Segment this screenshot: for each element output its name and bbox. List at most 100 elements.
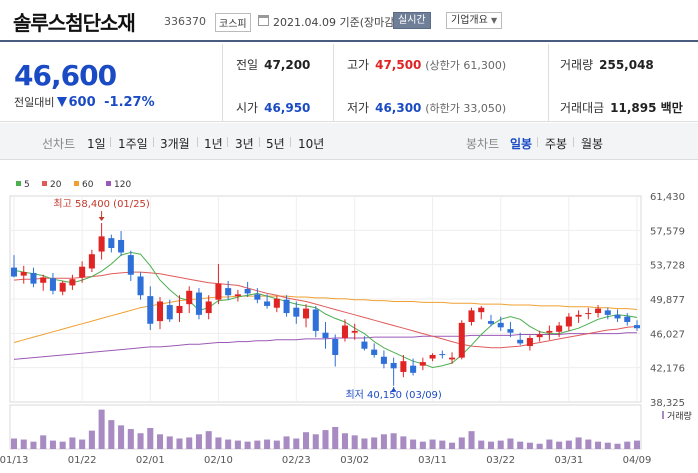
y-tick-label: 42,176 [650,364,685,375]
volume-bar [633,440,641,449]
tab-1week[interactable]: 1주일 [118,137,148,151]
volume-bar [88,430,95,449]
candle-body [127,255,134,275]
y-tick-label: 61,430 [650,192,685,203]
candle-body [293,307,300,317]
tab-daily[interactable]: 일봉 [510,137,533,151]
tab-1year[interactable]: 1년 [204,137,223,151]
candle-body [410,365,417,373]
candle-body [487,321,495,324]
volume-bar [614,443,621,449]
amount-value: 11,895 백만 [610,101,683,115]
tab-3year[interactable]: 3년 [235,137,254,151]
high-label: 고가 [347,58,370,72]
candle-body [30,272,37,284]
candle-body [147,296,154,324]
volume-bar [400,436,407,449]
moving-average-lines [13,251,638,369]
candle-body [595,308,602,314]
candle-body [137,276,144,296]
base-date: 2021.04.09 기준(장마감) [273,16,399,29]
tab-monthly[interactable]: 월봉 [581,137,604,151]
x-tick-label: 02/23 [282,455,311,466]
legend-swatch-60 [74,181,79,186]
volume-value: 255,048 [599,58,654,72]
candle-body [69,279,76,286]
grid-lines [10,196,641,402]
tab-5year[interactable]: 5년 [266,137,285,151]
volume-bar [118,425,125,449]
realtime-button[interactable]: 실시간 [393,12,431,29]
tab-3month[interactable]: 3개월 [160,137,190,151]
tab-10year[interactable]: 10년 [298,137,325,151]
x-tick-label: 02/01 [136,455,165,466]
prev-close: 전일 47,200 [236,56,310,73]
amount-label: 거래대금 [560,101,605,115]
tab-divider [110,137,111,147]
open-value: 46,950 [264,101,311,115]
chart-annotations: 최고 58,400 (01/25) 최저 40,150 (03/09) [53,198,441,401]
tab-1day[interactable]: 1일 [87,137,106,151]
tab-divider [290,137,291,147]
stock-name: 솔루스첨단소재 [13,11,136,35]
volume: 거래량 255,048 [560,56,654,73]
y-tick-label: 49,877 [650,295,685,306]
candle-body [429,354,436,359]
candle-body [273,298,280,308]
price-panel: 46,600 전일대비 600 -1.27% 전일 47,200 고가 47,500 … [0,44,698,122]
tab-divider [197,137,198,147]
candle-body [244,288,251,294]
legend-label-60: 60 [82,180,94,190]
min-arrow-head [390,387,397,392]
x-axis-ticks: 01/13 01/22 02/01 02/10 02/23 03/02 03/11 03/22… [0,455,651,466]
candle-body [507,329,514,333]
candle-body [380,356,387,364]
candle-body [10,267,18,277]
stock-chart[interactable]: 5 20 60 120 61,430 57,579 53,728 49,877 46,027 4… [0,172,698,473]
y-tick-label: 38,325 [650,398,685,409]
volume-bar [79,439,86,449]
x-tick-label: 01/13 [0,455,28,466]
tab-weekly[interactable]: 주봉 [545,137,568,151]
candle-body [439,354,446,356]
y-tick-label: 57,579 [650,226,685,237]
volume-bar [371,437,378,449]
volume-bar [186,437,193,449]
divider [222,44,223,121]
upper-limit: (상한가 61,300) [425,59,507,72]
prev-close-value: 47,200 [264,58,311,72]
candle-body [556,325,563,332]
volume-legend-swatch [662,411,664,419]
volume-bar [585,439,592,449]
volume-bar [205,431,212,449]
candle-body [20,272,27,276]
volume-bar [166,436,173,449]
divider [548,44,549,121]
tab-divider [153,137,154,147]
candle-body [332,338,339,355]
volume-bar [195,434,202,449]
volume-bar [127,429,134,449]
volume-bar [225,439,232,449]
volume-bar [176,438,183,449]
y-axis-ticks: 61,430 57,579 53,728 49,877 46,027 42,176 38,3… [650,192,685,409]
candle-body [40,277,47,283]
low-value: 46,300 [375,101,422,115]
volume-bar [556,441,563,449]
volume-bar [497,440,504,449]
volume-bar [147,428,154,449]
volume-bar [517,441,524,449]
candle-body [186,290,193,305]
company-overview-dropdown[interactable]: 기업개요 ▼ [446,12,503,29]
volume-bar [536,443,543,449]
volume-bar [487,441,495,449]
x-tick-label: 02/10 [204,455,233,466]
chart-legend: 5 20 60 120 [16,180,131,190]
chevron-down-icon: ▼ [491,16,498,25]
volume-bar [293,438,300,449]
candle-body [225,288,232,296]
candle-body [108,238,115,248]
candle-body [458,322,465,358]
volume-bar [156,434,164,449]
volume-bar [20,439,27,449]
